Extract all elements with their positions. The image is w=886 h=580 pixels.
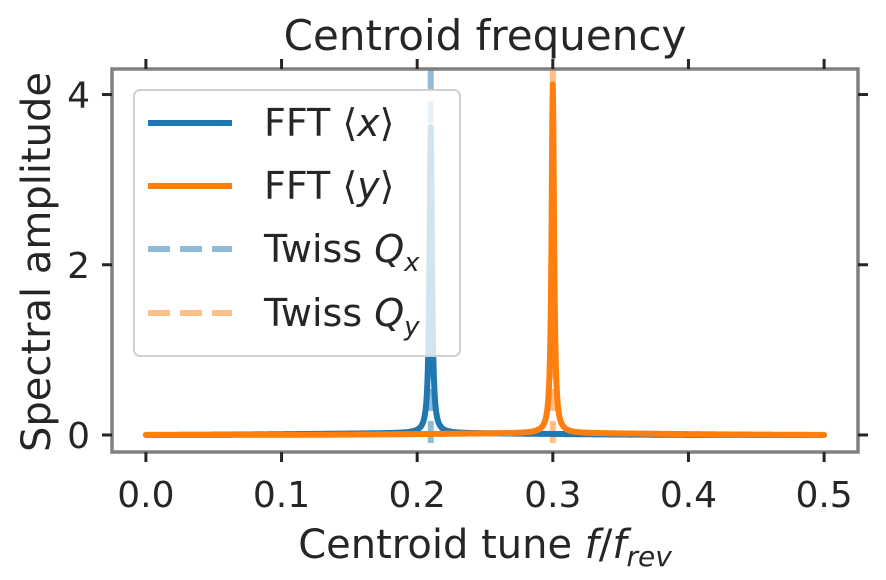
legend-label-close-1: ⟩	[380, 164, 395, 208]
legend-label-var-3: Q	[374, 291, 404, 335]
axis-ticks: 0.0 0.1 0.2 0.3 0.4 0.5 0 2 4	[67, 59, 868, 516]
x-axis-label-sub: rev	[626, 540, 672, 573]
chart-title: Centroid frequency	[284, 11, 687, 60]
legend-label-text-0: FFT ⟨	[264, 101, 357, 145]
x-tick-label-5: 0.5	[795, 475, 852, 516]
x-axis-label-main: Centroid tune	[298, 522, 585, 568]
legend-label-1: FFT ⟨y⟩	[264, 164, 395, 208]
legend-label-sub-3: y	[403, 312, 420, 342]
axes-frame	[110, 67, 860, 454]
plot-area	[110, 67, 860, 454]
x-tick-label-4: 0.4	[660, 475, 717, 516]
x-tick-label-2: 0.2	[389, 475, 446, 516]
legend-label-3: Twiss Qy	[263, 291, 420, 342]
y-tick-label-0: 0	[67, 416, 90, 457]
legend-label-sub-2: x	[403, 248, 420, 278]
x-tick-label-0: 0.0	[117, 475, 174, 516]
x-tick-label-3: 0.3	[524, 475, 581, 516]
legend-label-2: Twiss Qx	[263, 227, 420, 278]
legend-label-var-2: Q	[374, 227, 404, 271]
legend-label-text-2: Twiss	[263, 227, 374, 271]
legend-label-text-1: FFT ⟨	[264, 164, 357, 208]
fft-y-line	[142, 81, 828, 438]
y-tick-label-1: 2	[67, 246, 90, 287]
legend-box	[133, 89, 461, 357]
y-tick-label-2: 4	[67, 76, 90, 117]
plot-inner	[142, 69, 828, 452]
legend-label-text-3: Twiss	[263, 291, 374, 335]
x-axis-label: Centroid tune f/frev	[298, 522, 672, 573]
x-tick-label-1: 0.1	[253, 475, 310, 516]
x-axis-label-slash: /	[599, 522, 613, 568]
y-axis-label: Spectral amplitude	[14, 72, 60, 452]
legend-label-close-0: ⟩	[380, 101, 395, 145]
legend-label-var-0: x	[356, 101, 380, 145]
legend-label-0: FFT ⟨x⟩	[264, 101, 395, 145]
legend-label-var-1: y	[356, 164, 380, 208]
